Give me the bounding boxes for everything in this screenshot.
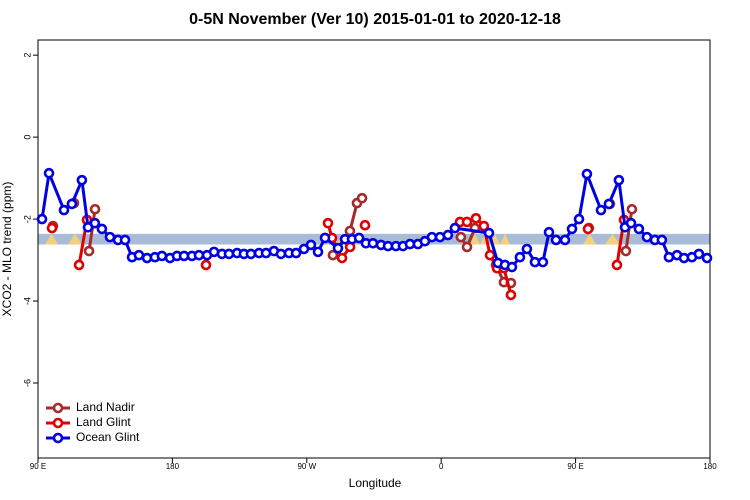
data-point (290, 247, 302, 259)
data-point (484, 249, 496, 261)
legend-label: Land Nadir (76, 400, 135, 414)
data-point (461, 241, 473, 253)
data-point (344, 225, 356, 237)
data-point (625, 217, 637, 229)
y-tick-label: -4 (22, 297, 32, 305)
data-point (537, 256, 549, 268)
data-point (550, 234, 562, 246)
x-tick-label: 90 E (30, 462, 46, 471)
data-point (620, 245, 632, 257)
data-point (356, 192, 368, 204)
legend-label: Ocean Glint (76, 430, 140, 444)
data-point (223, 248, 235, 260)
data-point (611, 259, 623, 271)
y-axis-label: XCO2 - MLO trend (ppm) (0, 182, 14, 317)
highlight-range (470, 233, 511, 245)
data-point (603, 198, 615, 210)
data-point (353, 232, 365, 244)
data-point (73, 259, 85, 271)
x-tick-label: 90 W (297, 462, 316, 471)
x-tick-label: 180 (703, 462, 717, 471)
data-point (275, 248, 287, 260)
data-point (200, 259, 212, 271)
data-point (626, 203, 638, 215)
data-point (245, 248, 257, 260)
data-point (156, 250, 168, 262)
data-point (449, 222, 461, 234)
data-point (566, 223, 578, 235)
data-point (312, 246, 324, 258)
data-point (46, 222, 58, 234)
x-axis-label: Longitude (349, 476, 402, 490)
data-point (305, 239, 317, 251)
data-point (514, 251, 526, 263)
legend-label: Land Glint (76, 415, 131, 429)
data-point (89, 203, 101, 215)
data-point (693, 248, 705, 260)
highlight-range (605, 233, 620, 245)
data-point (58, 204, 70, 216)
data-point (505, 289, 517, 301)
data-point (521, 243, 533, 255)
y-tick-label: -6 (22, 379, 32, 387)
data-point (89, 217, 101, 229)
data-point (319, 232, 331, 244)
data-point (367, 237, 379, 249)
data-point (559, 234, 571, 246)
x-tick-label: 180 (166, 462, 180, 471)
highlight-range (68, 233, 83, 245)
data-point (322, 217, 334, 229)
data-point (442, 229, 454, 241)
y-tick-label: 2 (22, 53, 32, 58)
data-point (663, 251, 675, 263)
data-point (613, 174, 625, 186)
data-point (581, 168, 593, 180)
x-tick-label: 0 (439, 462, 444, 471)
data-point (76, 174, 88, 186)
highlight-range (45, 233, 59, 245)
chart-title: 0-5N November (Ver 10) 2015-01-01 to 202… (189, 11, 561, 28)
data-point (83, 245, 95, 257)
data-point (359, 219, 371, 231)
legend-marker (52, 432, 64, 444)
data-point (633, 223, 645, 235)
data-point (36, 213, 48, 225)
data-point (327, 249, 339, 261)
data-point (595, 204, 607, 216)
data-point (332, 242, 344, 254)
data-point (470, 212, 482, 224)
y-tick-label: -2 (22, 215, 32, 223)
data-point (119, 234, 131, 246)
legend-marker (52, 402, 64, 414)
plot-frame (37, 39, 711, 459)
data-point (573, 213, 585, 225)
data-point (582, 223, 594, 235)
data-point (455, 231, 467, 243)
data-point (701, 252, 713, 264)
data-point (483, 227, 495, 239)
data-point (66, 198, 78, 210)
data-point (461, 216, 473, 228)
data-point (336, 252, 348, 264)
data-point (478, 220, 490, 232)
highlight-range (583, 233, 597, 245)
y-tick-label: 0 (22, 135, 32, 140)
x-tick-label: 90 E (567, 462, 583, 471)
data-point (96, 223, 108, 235)
data-point (43, 167, 55, 179)
data-point (543, 226, 555, 238)
data-point (506, 261, 518, 273)
legend-marker (52, 417, 64, 429)
data-point (656, 234, 668, 246)
